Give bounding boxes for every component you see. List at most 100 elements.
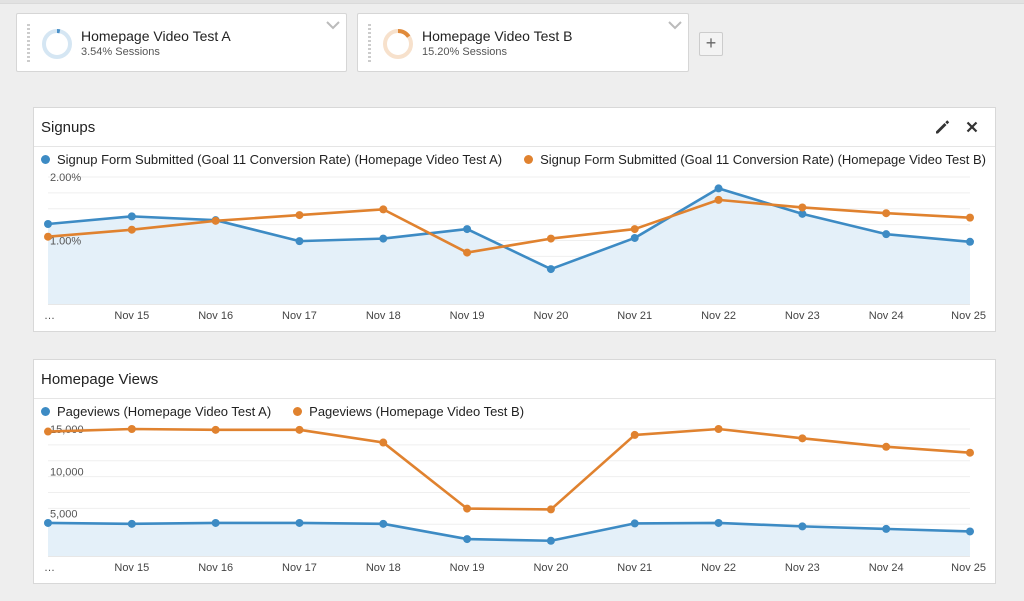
- legend-item-b[interactable]: Pageviews (Homepage Video Test B): [293, 404, 524, 419]
- data-point-a[interactable]: [546, 265, 555, 274]
- data-point-a[interactable]: [546, 536, 555, 545]
- data-point-b[interactable]: [127, 225, 136, 234]
- data-point-b[interactable]: [630, 225, 639, 234]
- data-point-b[interactable]: [546, 234, 555, 243]
- data-point-b[interactable]: [379, 205, 388, 214]
- legend-item-a[interactable]: Pageviews (Homepage Video Test A): [41, 404, 271, 419]
- x-tick-label: Nov 17: [282, 562, 317, 574]
- card-divider: [34, 146, 995, 147]
- legend-dot-a: [41, 407, 50, 416]
- drag-handle[interactable]: [368, 24, 371, 62]
- x-tick-label: Nov 23: [785, 310, 820, 322]
- top-divider: [0, 0, 1024, 4]
- data-point-b[interactable]: [379, 438, 388, 447]
- drag-handle[interactable]: [27, 24, 30, 62]
- x-tick-label: Nov 22: [701, 562, 736, 574]
- legend-dot-a: [41, 155, 50, 164]
- chart-legend: Signup Form Submitted (Goal 11 Conversio…: [41, 152, 986, 167]
- y-tick-label: 5,000: [50, 509, 78, 521]
- x-tick-label: Nov 21: [617, 562, 652, 574]
- data-point-a[interactable]: [714, 518, 723, 527]
- data-point-b[interactable]: [44, 427, 52, 436]
- segment-card-b[interactable]: Homepage Video Test B 15.20% Sessions: [357, 13, 689, 72]
- legend-dot-b: [293, 407, 303, 416]
- chevron-down-icon[interactable]: [668, 20, 682, 30]
- data-point-b[interactable]: [127, 425, 136, 433]
- pencil-icon[interactable]: [933, 118, 951, 136]
- x-tick-label: Nov 21: [617, 310, 652, 322]
- x-tick-label: Nov 25: [951, 310, 986, 322]
- data-point-a[interactable]: [295, 237, 304, 246]
- legend-item-b[interactable]: Signup Form Submitted (Goal 11 Conversio…: [524, 152, 986, 167]
- x-tick-label: Nov 19: [450, 562, 485, 574]
- data-point-b[interactable]: [798, 203, 807, 212]
- data-point-b[interactable]: [44, 232, 52, 241]
- chart-legend: Pageviews (Homepage Video Test A) Pagevi…: [41, 404, 524, 419]
- data-point-a[interactable]: [44, 219, 52, 228]
- data-point-a[interactable]: [966, 527, 974, 536]
- data-point-b[interactable]: [211, 425, 220, 434]
- segment-card-a[interactable]: Homepage Video Test A 3.54% Sessions: [16, 13, 347, 72]
- data-point-b[interactable]: [966, 213, 974, 222]
- data-point-a[interactable]: [463, 535, 472, 544]
- card-divider: [34, 398, 995, 399]
- data-point-b[interactable]: [882, 209, 891, 218]
- data-point-a[interactable]: [127, 212, 136, 221]
- data-point-b[interactable]: [463, 504, 472, 513]
- x-tick-label: Nov 16: [198, 562, 233, 574]
- ring-progress: [383, 29, 413, 59]
- data-point-a[interactable]: [798, 209, 807, 218]
- legend-label-a: Pageviews (Homepage Video Test A): [57, 404, 272, 419]
- segment-ring-a: [42, 29, 72, 59]
- legend-label-b: Pageviews (Homepage Video Test B): [309, 404, 525, 419]
- area-fill: [48, 188, 970, 304]
- data-point-b[interactable]: [882, 442, 891, 451]
- data-point-a[interactable]: [379, 234, 388, 243]
- signups-line-chart: 2.00% 1.00% … Nov 15 Nov 16 Nov 17 Nov 18 Nov 1…: [44, 172, 986, 322]
- close-icon[interactable]: [963, 118, 981, 136]
- x-tick-label: Nov 15: [114, 562, 149, 574]
- data-point-a[interactable]: [211, 518, 220, 527]
- segment-stat-a: 3.54% Sessions: [81, 46, 160, 58]
- x-tick-label: …: [44, 310, 55, 322]
- data-point-b[interactable]: [463, 248, 472, 257]
- legend-item-a[interactable]: Signup Form Submitted (Goal 11 Conversio…: [41, 152, 502, 167]
- card-title: Homepage Views: [41, 371, 159, 388]
- x-tick-label: Nov 24: [869, 562, 904, 574]
- data-point-a[interactable]: [630, 519, 639, 528]
- data-point-b[interactable]: [714, 425, 723, 433]
- data-point-b[interactable]: [630, 430, 639, 439]
- segment-name-a: Homepage Video Test A: [81, 28, 231, 44]
- data-point-b[interactable]: [211, 216, 220, 225]
- data-point-a[interactable]: [463, 225, 472, 234]
- x-tick-label: Nov 20: [533, 310, 568, 322]
- chevron-down-icon[interactable]: [326, 20, 340, 30]
- data-point-a[interactable]: [714, 184, 723, 193]
- data-point-b[interactable]: [295, 211, 304, 220]
- signups-chart-card: Signups Signup Form Submitted (Goal 11 C…: [33, 107, 996, 332]
- data-point-a[interactable]: [44, 518, 52, 527]
- series-line-b: [47, 198, 971, 254]
- data-point-b[interactable]: [295, 425, 304, 434]
- data-point-a[interactable]: [379, 519, 388, 528]
- add-segment-button[interactable]: +: [699, 32, 723, 56]
- x-tick-label: Nov 18: [366, 310, 401, 322]
- data-point-a[interactable]: [630, 233, 639, 242]
- x-tick-label: …: [44, 562, 55, 574]
- homepage-views-chart-card: Homepage Views Pageviews (Homepage Video…: [33, 359, 996, 584]
- data-point-a[interactable]: [798, 522, 807, 531]
- x-tick-label: Nov 19: [450, 310, 485, 322]
- x-tick-label: Nov 25: [951, 562, 986, 574]
- data-point-b[interactable]: [546, 505, 555, 514]
- data-point-b[interactable]: [714, 195, 723, 204]
- ring-progress: [42, 29, 72, 59]
- data-point-a[interactable]: [882, 524, 891, 533]
- data-point-a[interactable]: [882, 230, 891, 239]
- data-point-b[interactable]: [798, 434, 807, 443]
- data-point-a[interactable]: [966, 237, 974, 246]
- data-point-b[interactable]: [966, 448, 974, 457]
- data-point-a[interactable]: [127, 519, 136, 528]
- x-tick-label: Nov 18: [366, 562, 401, 574]
- data-point-a[interactable]: [295, 518, 304, 527]
